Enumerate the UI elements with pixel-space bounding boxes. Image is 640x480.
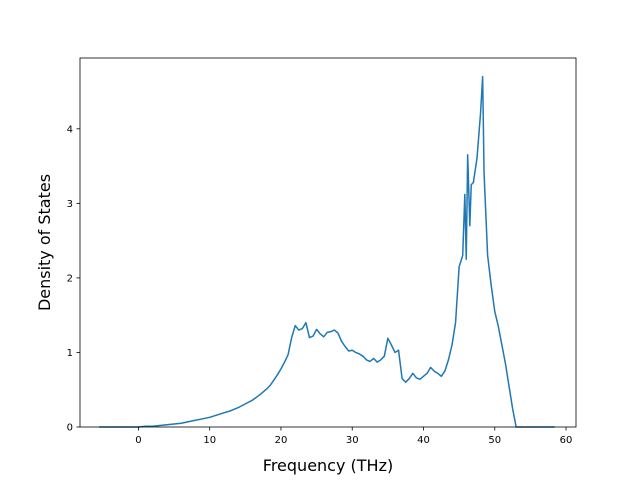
- x-tick-label: 10: [203, 435, 216, 446]
- axes-frame: [79, 57, 577, 428]
- x-tick-label: 30: [346, 435, 359, 446]
- density-of-states-line: [99, 75, 555, 428]
- y-tick-label: 1: [67, 348, 73, 359]
- x-tick-label: 40: [417, 435, 430, 446]
- x-tick-label: 50: [488, 435, 501, 446]
- y-tick-label: 2: [67, 273, 73, 284]
- x-tick-label: 0: [135, 435, 141, 446]
- y-tick-label: 0: [67, 423, 73, 434]
- x-tick-label: 20: [275, 435, 288, 446]
- x-axis-label: Frequency (THz): [263, 456, 393, 475]
- x-axis-ticks: 0 10 20 30 40 50 60: [135, 427, 572, 446]
- y-tick-label: 3: [67, 199, 73, 210]
- x-tick-label: 60: [560, 435, 573, 446]
- y-tick-label: 4: [67, 124, 73, 135]
- y-axis-label: Density of States: [35, 174, 54, 311]
- y-axis-ticks: 0 1 2 3 4: [67, 124, 80, 434]
